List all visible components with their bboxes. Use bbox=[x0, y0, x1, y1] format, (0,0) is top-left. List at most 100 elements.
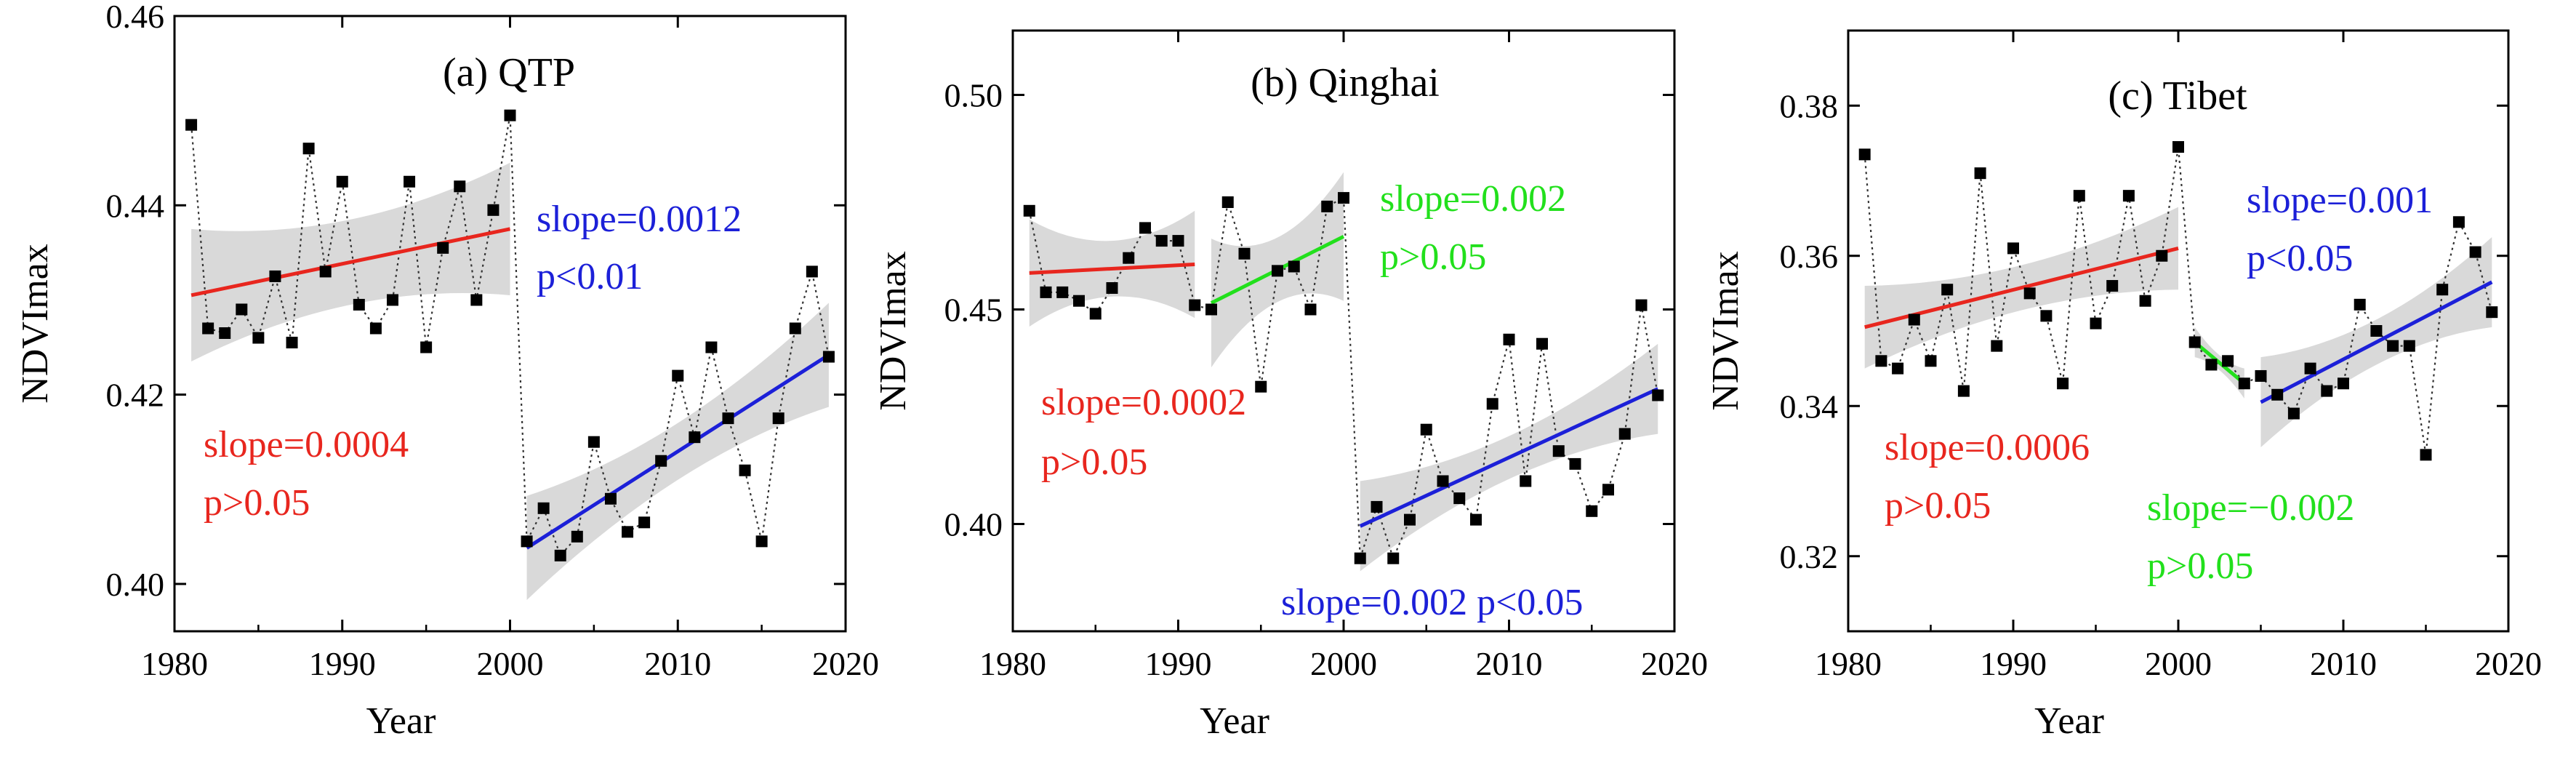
data-point bbox=[2139, 295, 2151, 307]
data-point bbox=[1221, 196, 1234, 208]
data-point bbox=[2090, 317, 2102, 329]
data-point bbox=[487, 204, 499, 216]
data-point bbox=[1354, 552, 1366, 564]
data-point bbox=[1172, 235, 1184, 247]
data-point bbox=[2205, 359, 2218, 371]
data-point bbox=[2156, 249, 2168, 262]
data-point bbox=[1371, 500, 1383, 513]
data-point bbox=[2222, 355, 2234, 367]
data-point bbox=[353, 298, 365, 311]
annotation-blue: slope=0.001 bbox=[2247, 180, 2433, 221]
data-point bbox=[302, 143, 315, 155]
data-point bbox=[2387, 340, 2399, 352]
trend-line-blue bbox=[1359, 387, 1659, 528]
y-tick-label: 0.34 bbox=[1780, 388, 1839, 425]
x-tick-label: 1980 bbox=[979, 645, 1046, 682]
data-point bbox=[1205, 303, 1217, 316]
data-point bbox=[2354, 298, 2366, 311]
data-point bbox=[1106, 282, 1118, 294]
x-axis-title: Year bbox=[1200, 700, 1269, 742]
data-point bbox=[1453, 492, 1466, 505]
data-point bbox=[185, 119, 198, 131]
data-point bbox=[1189, 299, 1201, 311]
y-tick-label: 0.38 bbox=[1780, 87, 1839, 124]
data-point bbox=[2238, 377, 2250, 390]
data-point bbox=[420, 341, 433, 353]
data-point bbox=[655, 455, 667, 467]
data-point bbox=[2436, 284, 2449, 296]
data-point bbox=[2287, 407, 2300, 420]
data-point bbox=[369, 322, 382, 335]
data-point bbox=[1139, 222, 1151, 234]
data-point bbox=[1255, 380, 1267, 393]
data-point bbox=[1470, 513, 1482, 526]
x-axis-title: Year bbox=[366, 700, 436, 742]
data-point bbox=[1338, 192, 1349, 204]
data-point bbox=[1304, 303, 1317, 316]
data-point bbox=[2188, 336, 2201, 348]
x-tick-label: 1980 bbox=[141, 645, 208, 682]
data-point bbox=[638, 516, 651, 529]
data-point bbox=[336, 175, 348, 188]
data-point bbox=[202, 322, 214, 335]
trend-line-red bbox=[1029, 263, 1195, 275]
annotation-green: p>0.05 bbox=[1380, 236, 1486, 278]
data-point bbox=[554, 549, 566, 561]
data-point bbox=[1437, 475, 1449, 487]
annotation-red: p>0.05 bbox=[204, 482, 310, 524]
data-point bbox=[2023, 287, 2036, 300]
y-tick-label: 0.40 bbox=[944, 506, 1003, 543]
data-point bbox=[1040, 286, 1052, 298]
annotation-green: p>0.05 bbox=[2147, 545, 2253, 587]
data-point bbox=[1569, 457, 1581, 470]
x-tick-label: 2020 bbox=[1641, 645, 1708, 682]
data-point bbox=[437, 241, 449, 254]
data-point bbox=[219, 327, 231, 340]
data-point bbox=[1925, 355, 1937, 367]
panel-title: (a) QTP bbox=[443, 50, 575, 95]
x-tick-label: 2000 bbox=[1310, 645, 1377, 682]
data-point bbox=[1089, 308, 1102, 320]
data-point bbox=[2073, 190, 2085, 202]
x-tick-label: 1990 bbox=[1145, 645, 1212, 682]
x-tick-label: 2010 bbox=[1476, 645, 1543, 682]
annotation-red: p>0.05 bbox=[1885, 485, 1991, 527]
trend-line-red bbox=[190, 227, 511, 297]
data-point bbox=[689, 431, 701, 444]
data-point bbox=[604, 492, 617, 505]
data-point bbox=[286, 337, 298, 349]
y-tick-label: 0.45 bbox=[944, 292, 1003, 329]
data-point bbox=[772, 412, 785, 425]
data-point bbox=[2255, 369, 2267, 382]
data-point bbox=[2403, 340, 2415, 352]
annotation-green: slope=0.002 bbox=[1380, 178, 1566, 220]
data-point bbox=[1404, 513, 1416, 526]
y-axis-title: NDVImax bbox=[15, 244, 56, 404]
data-point bbox=[1321, 200, 1333, 212]
y-axis-title: NDVImax bbox=[1705, 251, 1746, 411]
x-tick-label: 2010 bbox=[2310, 645, 2377, 682]
data-point bbox=[1486, 398, 1498, 410]
data-point bbox=[2338, 377, 2349, 390]
x-tick-label: 1980 bbox=[1815, 645, 1882, 682]
x-tick-label: 2020 bbox=[2475, 645, 2542, 682]
data-point bbox=[2370, 325, 2383, 337]
data-point bbox=[1941, 284, 1954, 296]
annotation-green: slope=−0.002 bbox=[2147, 487, 2354, 529]
y-axis-title: NDVImax bbox=[872, 251, 914, 411]
data-point bbox=[1991, 340, 2003, 352]
data-point bbox=[587, 436, 600, 448]
data-point bbox=[1073, 295, 1085, 307]
data-point bbox=[806, 265, 818, 278]
data-point bbox=[504, 109, 516, 121]
y-tick-label: 0.50 bbox=[944, 77, 1003, 114]
data-point bbox=[1238, 247, 1251, 260]
panel-3: 1980 1990 2000 2010 2020 0.32 0.34 0.36 0.38 Year… bbox=[1705, 29, 2542, 742]
data-point bbox=[2321, 385, 2333, 397]
data-point bbox=[2040, 310, 2053, 322]
data-point bbox=[1974, 167, 1986, 180]
y-tick-label: 0.32 bbox=[1780, 538, 1839, 575]
data-point bbox=[705, 341, 718, 353]
